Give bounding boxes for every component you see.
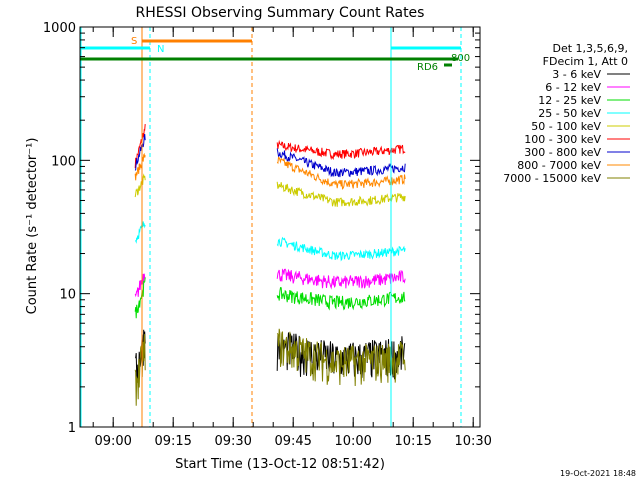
series-line-3-seg-1 bbox=[276, 181, 406, 207]
legend-label-6: 300 - 800 keV bbox=[524, 146, 601, 159]
y-tick-label: 1000 bbox=[43, 21, 76, 36]
series-line-0-seg-1 bbox=[276, 139, 406, 161]
x-tick-label: 09:00 bbox=[94, 434, 131, 449]
data-layer: S N 800 RD6 bbox=[80, 27, 470, 427]
legend-label-0: 3 - 6 keV bbox=[552, 68, 601, 81]
legend-label-8: 7000 - 15000 keV bbox=[503, 172, 601, 185]
x-tick-label: 10:30 bbox=[454, 434, 491, 449]
series-line-6-seg-1 bbox=[276, 286, 406, 311]
series-line-1-seg-1 bbox=[276, 148, 406, 178]
series-line-2-seg-1 bbox=[276, 156, 406, 190]
legend-label-2: 12 - 25 keV bbox=[538, 94, 601, 107]
series-line-8-seg-0 bbox=[134, 334, 146, 406]
x-tick-label: 10:00 bbox=[334, 434, 371, 449]
chart-title: RHESSI Observing Summary Count Rates bbox=[136, 5, 425, 21]
legend-header-1: Det 1,3,5,6,9, bbox=[552, 42, 628, 55]
flag-label-800: 800 bbox=[451, 53, 470, 64]
legend: Det 1,3,5,6,9, FDecim 1, Att 0 3 - 6 keV… bbox=[503, 42, 630, 185]
x-tick-label: 09:45 bbox=[274, 434, 311, 449]
series-line-2-seg-0 bbox=[134, 152, 146, 181]
series-line-5-seg-0 bbox=[134, 273, 146, 298]
footer-date: 19-Oct-2021 18:48 bbox=[560, 469, 636, 478]
flag-label-n: N bbox=[157, 44, 164, 55]
y-tick-label: 1 bbox=[68, 421, 76, 436]
legend-label-4: 50 - 100 keV bbox=[531, 120, 601, 133]
x-tick-label: 10:15 bbox=[394, 434, 431, 449]
y-tick-label: 100 bbox=[51, 154, 76, 169]
legend-label-1: 6 - 12 keV bbox=[545, 81, 601, 94]
legend-label-5: 100 - 300 keV bbox=[524, 133, 601, 146]
plot-frame bbox=[79, 26, 481, 428]
series-line-4-seg-0 bbox=[135, 221, 146, 244]
series-line-5-seg-1 bbox=[276, 268, 406, 290]
legend-header-2: FDecim 1, Att 0 bbox=[543, 55, 628, 68]
series-line-6-seg-0 bbox=[134, 277, 146, 319]
series-line-3-seg-0 bbox=[134, 173, 146, 198]
x-axis-label: Start Time (13-Oct-12 08:51:42) bbox=[175, 457, 385, 472]
legend-label-3: 25 - 50 keV bbox=[538, 107, 601, 120]
flag-label-s: S bbox=[131, 36, 137, 47]
x-tick-label: 09:30 bbox=[214, 434, 251, 449]
legend-label-7: 800 - 7000 keV bbox=[517, 159, 601, 172]
series-line-8-seg-1 bbox=[276, 328, 406, 387]
axes-layer: 1 10 100 1000 09:00 09:15 09:30 09:45 10:00 10:15… bbox=[43, 21, 492, 449]
flag-label-rd6: RD6 bbox=[417, 62, 438, 73]
series-line-1-seg-0 bbox=[134, 134, 146, 171]
y-axis-label: Count Rate (s⁻¹ detector⁻¹) bbox=[25, 138, 40, 315]
x-tick-label: 09:15 bbox=[154, 434, 191, 449]
y-tick-label: 10 bbox=[59, 288, 76, 303]
series-line-4-seg-1 bbox=[276, 236, 406, 262]
